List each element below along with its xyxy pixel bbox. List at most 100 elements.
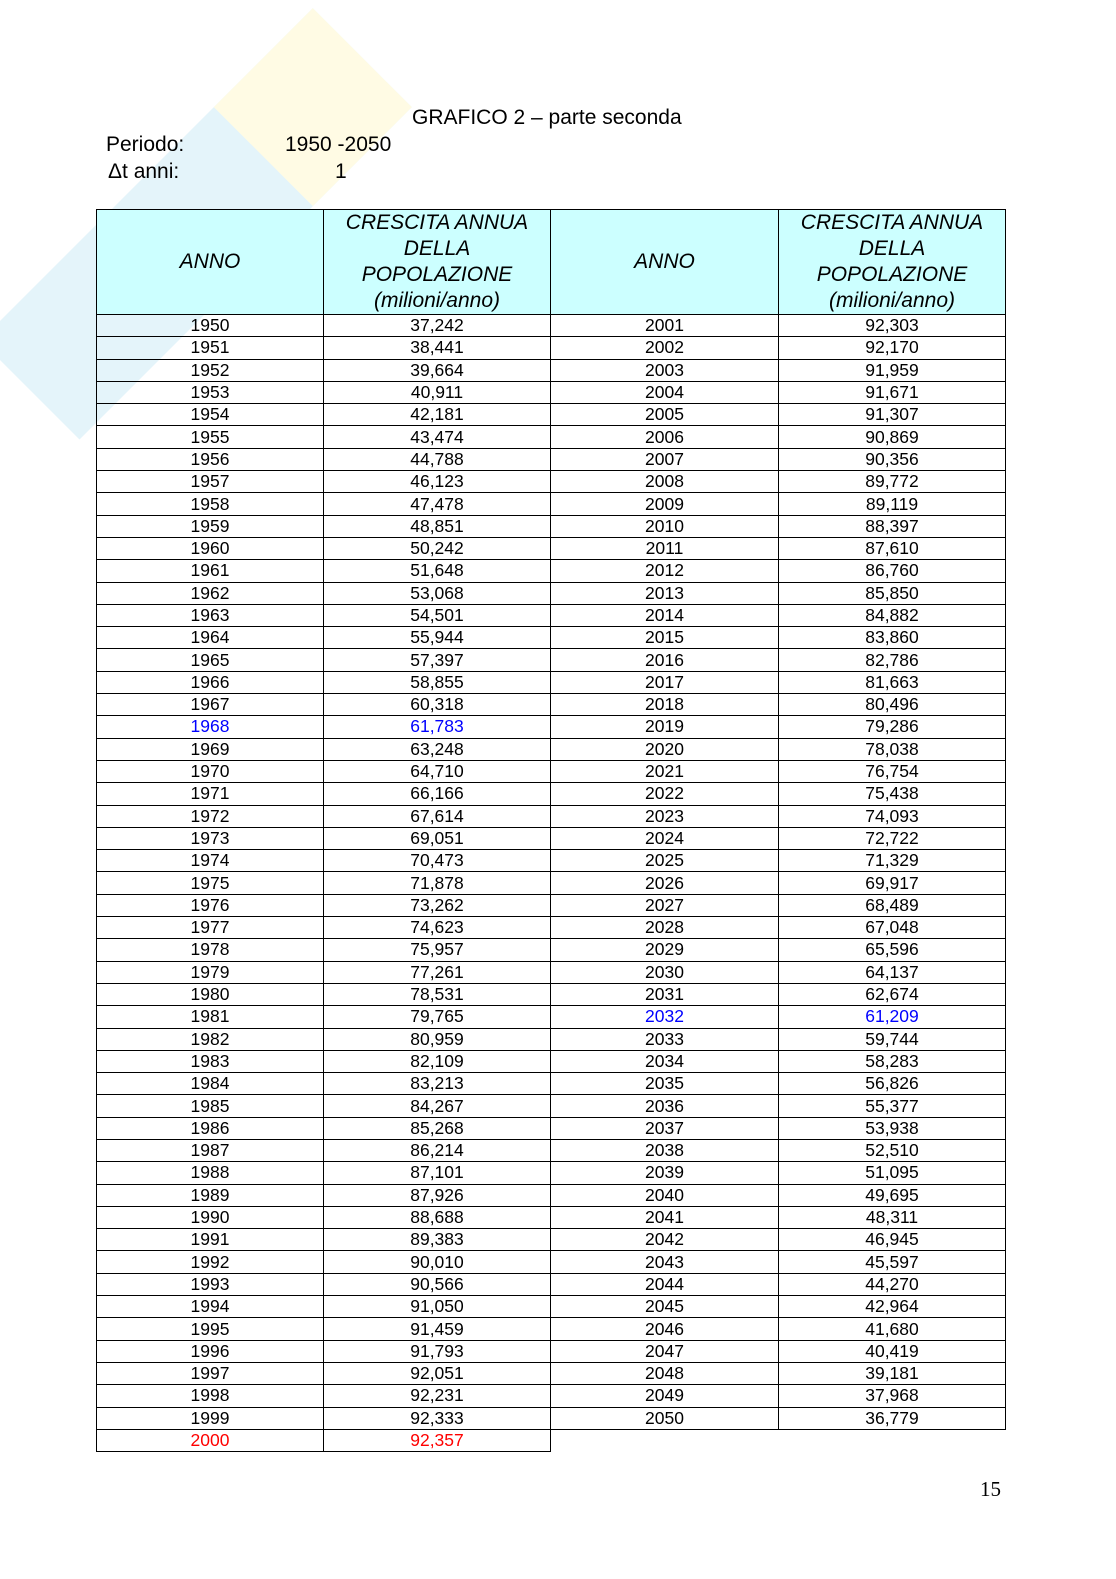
- year-cell: 2001: [550, 313, 779, 338]
- growth-cell: 39,664: [323, 358, 551, 382]
- year-cell: 1954: [96, 403, 324, 427]
- growth-cell: 90,356: [778, 447, 1006, 472]
- growth-cell: 79,765: [323, 1005, 551, 1029]
- growth-cell: 63,248: [323, 737, 551, 761]
- table-row: 1960 50,242 2011 87,610: [96, 536, 1006, 561]
- year-cell: 1987: [96, 1138, 324, 1163]
- year-cell: 1958: [96, 492, 324, 516]
- table-row: 1999 92,333 2050 36,779: [96, 1406, 1006, 1430]
- table-row: 1989 87,926 2040 49,695: [96, 1183, 1006, 1207]
- year-cell: 1963: [96, 603, 324, 628]
- growth-cell: 55,377: [778, 1094, 1006, 1118]
- year-cell: 2033: [550, 1027, 779, 1051]
- table-row: 1968 61,783 2019 79,286: [96, 715, 1006, 739]
- growth-cell: 82,109: [323, 1049, 551, 1074]
- growth-cell: 92,170: [778, 336, 1006, 360]
- table-row: 1964 55,944 2015 83,860: [96, 626, 1006, 650]
- header-line: DELLA: [858, 237, 926, 260]
- year-cell: 2028: [550, 916, 779, 940]
- growth-cell: 60,318: [323, 693, 551, 717]
- growth-cell: 41,680: [778, 1317, 1006, 1341]
- year-cell: 2012: [550, 559, 779, 583]
- growth-cell: 66,166: [323, 782, 551, 806]
- table-row: 1962 53,068 2013 85,850: [96, 581, 1006, 605]
- table-row: 1957 46,123 2008 89,772: [96, 470, 1006, 494]
- year-cell: 1989: [96, 1183, 324, 1207]
- year-cell: 2020: [550, 737, 779, 761]
- table-row: 1992 90,010 2043 45,597: [96, 1250, 1006, 1274]
- growth-cell: 88,688: [323, 1205, 551, 1230]
- growth-cell: 46,945: [778, 1228, 1006, 1252]
- table-row: 1977 74,623 2028 67,048: [96, 916, 1006, 940]
- table-row: 1997 92,051 2048 39,181: [96, 1361, 1006, 1386]
- year-cell: 1994: [96, 1295, 324, 1319]
- growth-cell: 84,267: [323, 1094, 551, 1118]
- year-cell: 1951: [96, 336, 324, 360]
- table-row: 1976 73,262 2027 68,489: [96, 893, 1006, 918]
- year-cell: 1996: [96, 1339, 324, 1363]
- year-cell: 2049: [550, 1384, 779, 1408]
- table-row: 2000 92,357: [96, 1428, 1006, 1453]
- year-cell: 1991: [96, 1228, 324, 1252]
- growth-cell: 81,663: [778, 670, 1006, 695]
- year-cell: 1956: [96, 447, 324, 472]
- growth-cell: 92,303: [778, 313, 1006, 338]
- year-cell: 1990: [96, 1205, 324, 1230]
- table-row: 1955 43,474 2006 90,869: [96, 425, 1006, 449]
- table-row: 1969 63,248 2020 78,038: [96, 737, 1006, 761]
- year-cell: 1964: [96, 626, 324, 650]
- growth-cell: 87,610: [778, 536, 1006, 561]
- growth-cell: 83,213: [323, 1072, 551, 1096]
- growth-cell: 90,566: [323, 1272, 551, 1297]
- growth-cell: 71,878: [323, 871, 551, 895]
- year-cell: 1975: [96, 871, 324, 895]
- year-cell: 2008: [550, 470, 779, 494]
- year-cell: 1959: [96, 514, 324, 538]
- year-cell: 1952: [96, 358, 324, 382]
- growth-cell: 69,051: [323, 826, 551, 851]
- growth-cell: 91,459: [323, 1317, 551, 1341]
- table-row: 1954 42,181 2005 91,307: [96, 403, 1006, 427]
- growth-cell: 42,181: [323, 403, 551, 427]
- year-cell: 2042: [550, 1228, 779, 1252]
- growth-cell: 91,671: [778, 380, 1006, 405]
- year-cell: 2039: [550, 1161, 779, 1185]
- year-cell: 1978: [96, 938, 324, 962]
- growth-cell: 40,911: [323, 380, 551, 405]
- growth-cell: 72,722: [778, 826, 1006, 851]
- year-cell: 2044: [550, 1272, 779, 1297]
- empty-cell: [778, 1428, 1006, 1452]
- year-cell: 1967: [96, 693, 324, 717]
- table-row: 1972 67,614 2023 74,093: [96, 804, 1006, 828]
- growth-cell: 79,286: [778, 715, 1006, 739]
- table-row: 1965 57,397 2016 82,786: [96, 648, 1006, 672]
- year-cell: 2023: [550, 804, 779, 828]
- growth-cell: 68,489: [778, 893, 1006, 918]
- table-row: 1991 89,383 2042 46,945: [96, 1228, 1006, 1252]
- period-value: 1950 -2050: [285, 133, 392, 156]
- year-cell: 2045: [550, 1295, 779, 1319]
- growth-cell: 80,496: [778, 693, 1006, 717]
- table-row: 1990 88,688 2041 48,311: [96, 1205, 1006, 1230]
- year-cell: 2009: [550, 492, 779, 516]
- table-header-row: ANNO CRESCITA ANNUA DELLA POPOLAZIONE (m…: [96, 209, 1006, 315]
- year-cell: 1953: [96, 380, 324, 405]
- growth-cell: 58,283: [778, 1049, 1006, 1074]
- year-cell: 2029: [550, 938, 779, 962]
- table-row: 1993 90,566 2044 44,270: [96, 1272, 1006, 1297]
- growth-cell: 78,531: [323, 982, 551, 1007]
- growth-cell: 92,231: [323, 1384, 551, 1408]
- table-row: 1959 48,851 2010 88,397: [96, 514, 1006, 538]
- year-cell: 2015: [550, 626, 779, 650]
- growth-cell: 90,010: [323, 1250, 551, 1274]
- growth-cell: 40,419: [778, 1339, 1006, 1363]
- growth-cell: 82,786: [778, 648, 1006, 672]
- year-cell: 1969: [96, 737, 324, 761]
- year-cell: 1970: [96, 759, 324, 784]
- growth-cell: 70,473: [323, 849, 551, 873]
- growth-cell: 55,944: [323, 626, 551, 650]
- year-cell: 2046: [550, 1317, 779, 1341]
- growth-cell: 36,779: [778, 1406, 1006, 1430]
- year-cell: 2030: [550, 960, 779, 984]
- table-row: 1961 51,648 2012 86,760: [96, 559, 1006, 583]
